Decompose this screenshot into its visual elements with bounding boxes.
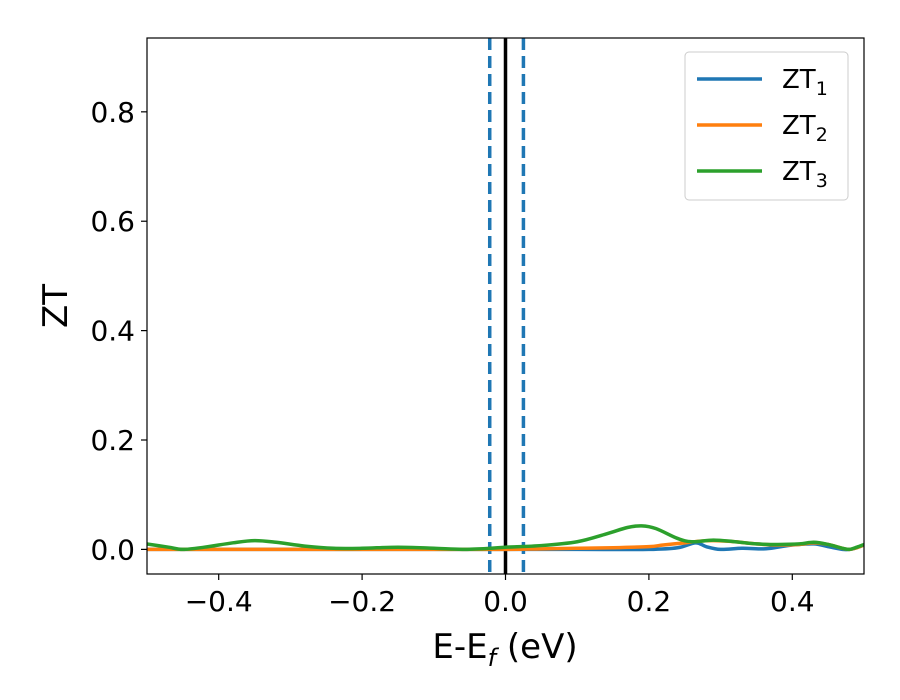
y-axis-title: ZT: [36, 284, 76, 328]
y-tick-label: 0.4: [90, 315, 135, 348]
series-line-zt3: [147, 524, 864, 552]
x-axis-title: E-Ef (eV): [432, 627, 577, 672]
legend-box: [684, 51, 849, 201]
y-tick-label: 0.6: [90, 205, 135, 238]
legend-label-zt3: ZT3: [782, 157, 828, 192]
x-tick-label: 0.0: [483, 585, 528, 618]
legend: ZT1 ZT2 ZT3: [684, 51, 849, 201]
legend-label-zt1: ZT1: [782, 65, 828, 100]
y-tick-label: 0.0: [90, 533, 135, 566]
x-tick-label: −0.4: [185, 585, 253, 618]
y-tick-label: 0.2: [90, 424, 135, 457]
y-tick-label: 0.8: [90, 96, 135, 129]
legend-label-zt2: ZT2: [782, 111, 828, 146]
x-tick-label: 0.4: [770, 585, 815, 618]
x-tick-label: −0.2: [328, 585, 396, 618]
x-tick-label: 0.2: [627, 585, 672, 618]
